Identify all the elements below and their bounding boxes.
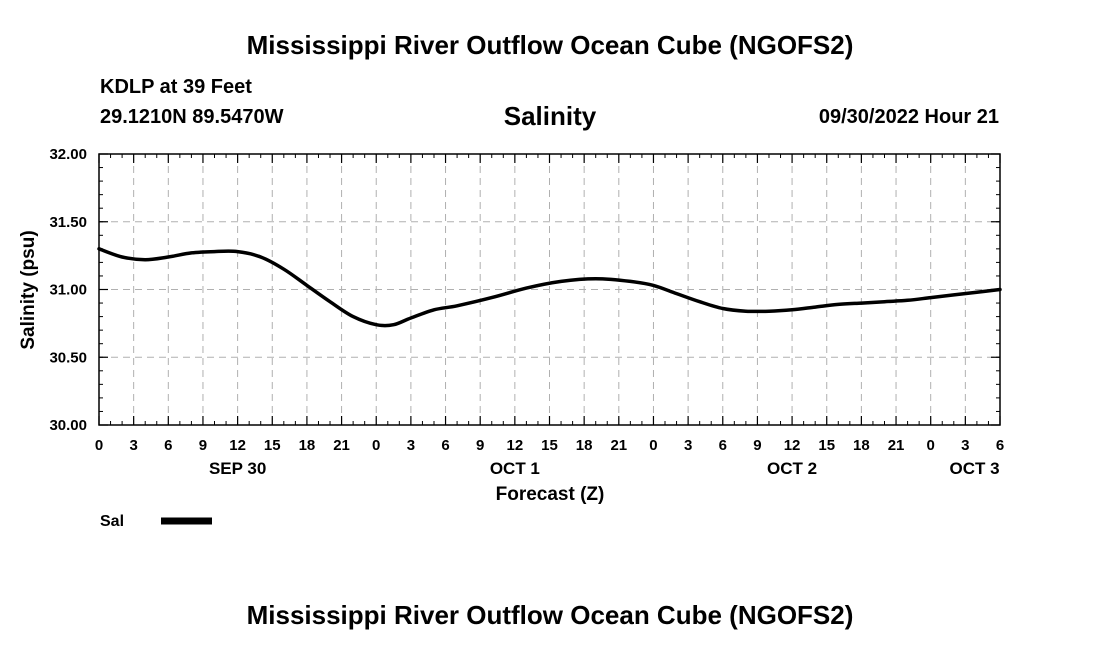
x-tick-labels: 0 3 6 9 12 15 18 21 0 3 6 9 12 15 18 21 0 3 6 9 12 15 18 21 0 3 6 [95, 437, 1004, 454]
x-tick-label: 18 [576, 437, 593, 454]
x-tick-label: 6 [164, 437, 172, 454]
legend-label: Sal [100, 513, 124, 530]
x-tick-label: 0 [649, 437, 657, 454]
x-tick-label: 12 [784, 437, 801, 454]
day-label: OCT 1 [490, 459, 540, 478]
x-tick-label: 0 [95, 437, 103, 454]
y-tick-label: 30.00 [49, 417, 87, 434]
day-label: SEP 30 [209, 459, 266, 478]
axis-ticks [98, 153, 1001, 426]
chart-title: Mississippi River Outflow Ocean Cube (NG… [246, 30, 854, 60]
x-tick-label: 6 [719, 437, 727, 454]
x-tick-label: 12 [507, 437, 524, 454]
x-tick-label: 6 [441, 437, 449, 454]
y-tick-labels: 30.00 30.50 31.00 31.50 32.00 [49, 146, 87, 434]
y-tick-label: 31.00 [49, 282, 87, 299]
y-tick-label: 31.50 [49, 214, 87, 231]
x-tick-label: 15 [264, 437, 281, 454]
x-tick-label: 18 [853, 437, 870, 454]
x-tick-label: 21 [333, 437, 350, 454]
x-tick-label: 18 [299, 437, 316, 454]
day-label: OCT 2 [767, 459, 817, 478]
x-axis-label: Forecast (Z) [496, 484, 605, 505]
x-tick-label: 9 [476, 437, 484, 454]
day-labels: SEP 30 OCT 1 OCT 2 OCT 3 [209, 459, 1000, 478]
x-tick-label: 0 [927, 437, 935, 454]
x-tick-label: 3 [407, 437, 415, 454]
x-tick-label: 21 [888, 437, 905, 454]
y-tick-label: 30.50 [49, 349, 87, 366]
x-tick-label: 6 [996, 437, 1004, 454]
series-line-sal [97, 247, 1002, 328]
x-tick-label: 3 [684, 437, 692, 454]
variable-title: Salinity [503, 101, 597, 131]
station-coordinates: 29.1210N 89.5470W [100, 106, 284, 128]
footer-title: Mississippi River Outflow Ocean Cube (NG… [246, 600, 854, 630]
x-tick-label: 9 [753, 437, 761, 454]
x-tick-label: 3 [129, 437, 137, 454]
chart-grid [99, 154, 1000, 425]
issue-time: 09/30/2022 Hour 21 [818, 106, 999, 128]
x-tick-label: 15 [541, 437, 558, 454]
x-tick-label: 3 [961, 437, 969, 454]
x-tick-label: 9 [199, 437, 207, 454]
x-tick-label: 21 [610, 437, 627, 454]
x-tick-label: 15 [818, 437, 835, 454]
y-axis-label: Salinity (psu) [18, 230, 39, 349]
station-label: KDLP at 39 Feet [100, 76, 252, 98]
x-tick-label: 0 [372, 437, 380, 454]
x-tick-label: 12 [229, 437, 246, 454]
day-label: OCT 3 [950, 459, 1000, 478]
y-tick-label: 32.00 [49, 146, 87, 163]
